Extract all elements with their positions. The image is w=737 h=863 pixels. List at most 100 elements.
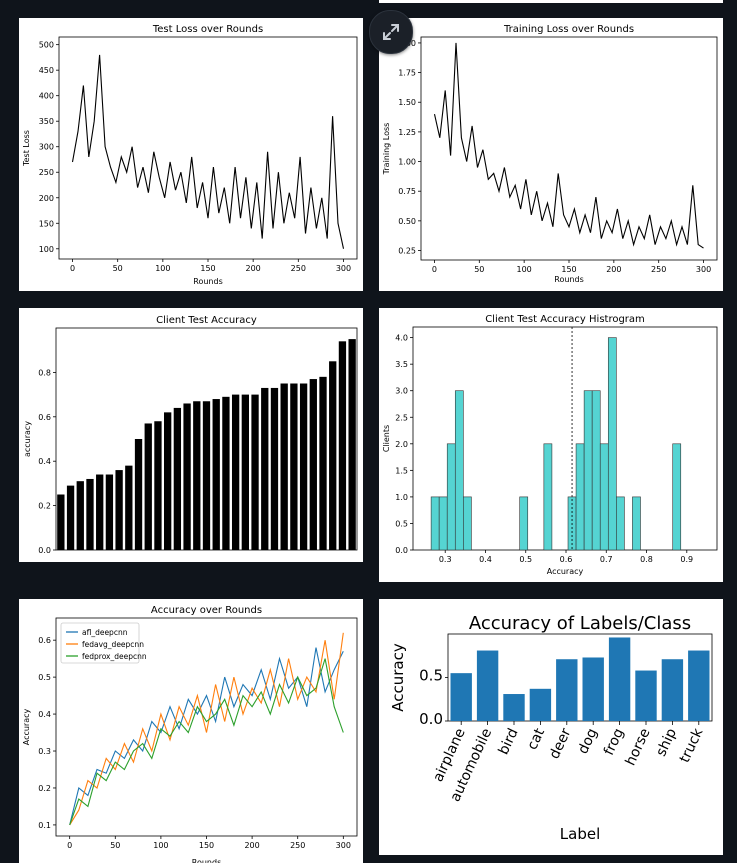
training-loss-panel: Training Loss over Rounds Rounds Training … (379, 18, 723, 291)
y-axis-label: accuracy (23, 421, 32, 457)
x-tick-label: 0.6 (560, 555, 573, 564)
accuracy-bar (261, 387, 269, 550)
accuracy-bar (202, 401, 211, 550)
x-tick-label: 100 (155, 264, 170, 273)
accuracy-bar (105, 474, 114, 550)
accuracy-bar (280, 383, 288, 550)
x-tick-label: 250 (290, 841, 305, 850)
histogram-bar (672, 443, 682, 551)
x-tick-label: 300 (696, 265, 711, 274)
y-tick-label: 2.0 (395, 440, 408, 449)
accuracy-histogram-panel: Client Test Accuracy Histrogram Accuracy C… (379, 308, 723, 582)
y-tick-label: 300 (39, 143, 54, 152)
x-tick-label: truck (677, 725, 707, 765)
class-bar (635, 670, 657, 721)
x-tick-label: dog (575, 726, 601, 757)
y-tick-label: 1.25 (398, 128, 416, 137)
y-tick-label: 1.00 (398, 158, 416, 167)
accuracy-bar (251, 394, 259, 550)
class-bar (450, 673, 472, 721)
histogram-bar (599, 443, 609, 551)
x-tick-label: 150 (561, 265, 576, 274)
accuracy-bar (329, 361, 337, 550)
series-line-1 (69, 632, 344, 826)
accuracy-bar (144, 423, 152, 550)
accuracy-bar (231, 394, 240, 550)
y-tick-label: 1.5 (395, 466, 408, 475)
x-tick-label: 250 (291, 264, 306, 273)
y-tick-label: 0.4 (38, 710, 51, 719)
test-loss-panel: Test Loss over Rounds Rounds Test Loss 0 50 1… (19, 18, 363, 291)
y-tick-label: 3.5 (395, 360, 408, 369)
plot-frame (58, 36, 358, 260)
accuracy-bar (241, 394, 249, 550)
y-tick-label: 1.50 (398, 98, 416, 107)
x-tick-label: 0.4 (479, 555, 492, 564)
accuracy-bar (222, 396, 230, 550)
y-tick-label: 0.6 (38, 413, 51, 422)
y-tick-label: 2.5 (395, 413, 408, 422)
training-loss-chart: Training Loss over Rounds Rounds Training … (382, 24, 718, 284)
x-tick-label: horse (623, 726, 654, 768)
x-axis-label: Rounds (192, 858, 221, 863)
y-tick-label: 0.5 (395, 519, 408, 528)
x-tick-label: 300 (336, 841, 351, 850)
histogram-bar (519, 496, 529, 551)
x-tick-label: 0 (70, 264, 75, 273)
y-tick-label: 0.1 (38, 821, 51, 830)
y-tick-label: 1.0 (395, 493, 408, 502)
accuracy-bar (193, 401, 201, 550)
y-tick-label: 100 (39, 245, 54, 254)
label-accuracy-chart: Accuracy of Labels/Class Label Accuracy 0.0… (389, 613, 713, 843)
accuracy-bar (86, 478, 94, 550)
legend-label: afl_deepcnn (82, 628, 128, 637)
accuracy-bar (134, 439, 143, 550)
y-tick-label: 0.5 (419, 667, 443, 685)
x-tick-label: 250 (651, 265, 666, 274)
x-tick-label: 100 (153, 841, 168, 850)
client-accuracy-chart: Client Test Accuracy accuracy 0.0 0.2 0.4 0.6… (23, 315, 358, 555)
y-tick-label: 0.2 (38, 784, 51, 793)
x-tick-label: 150 (199, 841, 214, 850)
class-bar (688, 650, 710, 721)
x-tick-label: 50 (474, 265, 484, 274)
legend-box (60, 622, 140, 664)
legend-label: fedavg_deepcnn (82, 640, 144, 649)
x-tick-label: 200 (246, 264, 261, 273)
accuracy-bar (309, 379, 317, 550)
accuracy-bar (173, 407, 182, 550)
accuracy-bar (183, 403, 191, 550)
x-tick-label: frog (601, 726, 627, 758)
histogram-bar (446, 443, 456, 551)
test-loss-chart: Test Loss over Rounds Rounds Test Loss 0 50 1… (22, 24, 358, 286)
class-bar (529, 688, 552, 721)
x-axis-label: Accuracy (547, 567, 584, 576)
y-tick-label: 250 (39, 168, 54, 177)
x-tick-label: 0.5 (519, 555, 532, 564)
accuracy-bar (125, 465, 133, 550)
y-tick-label: 0.2 (38, 502, 51, 511)
class-bar (556, 659, 578, 721)
histogram-bar (575, 443, 585, 551)
histogram-bar (591, 390, 601, 551)
x-tick-label: 100 (517, 265, 532, 274)
x-tick-label: 200 (606, 265, 621, 274)
chart-title: Accuracy over Rounds (151, 605, 262, 616)
accuracy-rounds-panel: Accuracy over Rounds Rounds Accuracy 0 50 100… (19, 599, 363, 863)
y-tick-label: 400 (39, 92, 54, 101)
series-line-0 (69, 647, 344, 826)
class-bar (661, 659, 684, 721)
chart-title: Client Test Accuracy Histrogram (485, 314, 645, 325)
class-bar (608, 637, 631, 721)
chart-title: Accuracy of Labels/Class (469, 613, 691, 634)
y-axis-label: Training Loss (382, 123, 391, 176)
y-tick-label: 4.0 (395, 334, 408, 343)
histogram-bar (430, 496, 440, 551)
y-tick-label: 0.8 (38, 368, 51, 377)
y-tick-label: 500 (39, 41, 54, 50)
expand-button[interactable] (369, 10, 413, 54)
x-tick-label: ship (653, 726, 680, 759)
histogram-bar (438, 496, 448, 551)
y-tick-label: 0.50 (398, 217, 416, 226)
client-accuracy-panel: Client Test Accuracy accuracy 0.0 0.2 0.4 0.6… (19, 308, 363, 562)
